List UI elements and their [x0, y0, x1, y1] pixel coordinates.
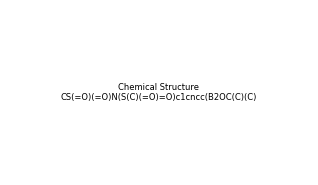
- Text: Chemical Structure
CS(=O)(=O)N(S(C)(=O)=O)c1cncc(B2OC(C)(C): Chemical Structure CS(=O)(=O)N(S(C)(=O)=…: [61, 83, 257, 102]
